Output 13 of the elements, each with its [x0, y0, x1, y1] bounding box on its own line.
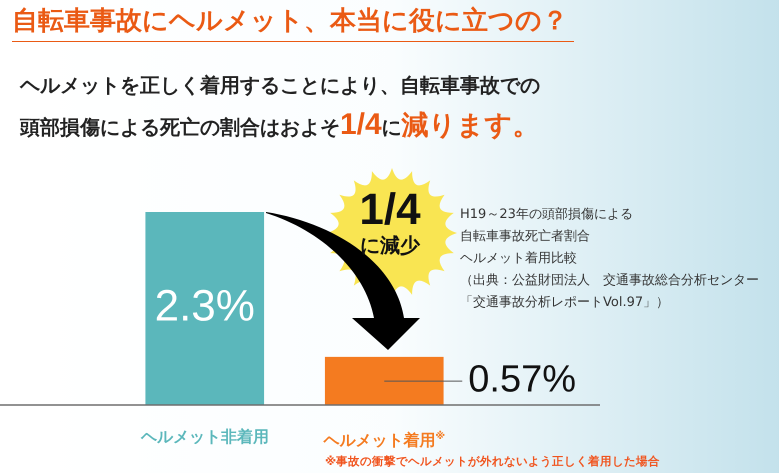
data-label: 0.57%	[468, 358, 576, 401]
annotation: 1/4に減少	[358, 185, 422, 258]
annotation: 「交通事故分析レポートVol.97」）	[460, 294, 670, 312]
annotation: （出典：公益財団法人 交通事故総合分析センター	[460, 272, 759, 290]
data-label: 2.3%	[154, 282, 255, 331]
annotation: ヘルメット着用比較	[460, 250, 577, 268]
x-tick-label: ヘルメット非着用	[140, 426, 269, 448]
text: ※事故の衝撃でヘルメットが外れないよう正しく着用した場合	[325, 453, 660, 469]
annotation: H19～23年の頭部損傷による	[460, 206, 633, 224]
chart-subtitle: ヘルメットを正しく着用することにより、自転車事故での頭部損傷による死亡の割合はおよそ1/4に減ります。	[20, 73, 540, 141]
x-tick-label: ヘルメット着用$^{※}$	[323, 429, 446, 452]
annotation: 自転車事故死亡者割合	[460, 228, 590, 246]
chart-title: 自転車事故にヘルメット、本当に役に立つの？	[12, 5, 574, 42]
